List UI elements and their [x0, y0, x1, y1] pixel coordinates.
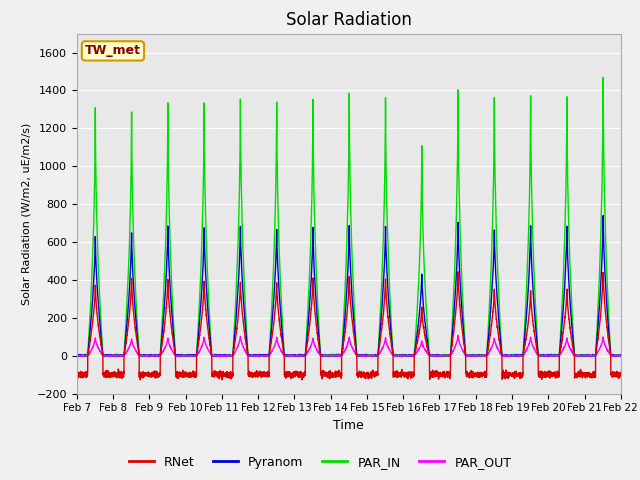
PAR_IN — [73, 352, 81, 358]
PAR_OUT — [73, 352, 81, 358]
PAR_OUT — [329, 353, 337, 359]
Line: PAR_OUT: PAR_OUT — [77, 336, 621, 356]
Pyranom — [171, 343, 179, 349]
RNet — [454, 269, 462, 275]
Text: TW_met: TW_met — [85, 44, 141, 58]
Pyranom — [617, 352, 625, 358]
PAR_IN — [73, 353, 81, 359]
PAR_OUT — [617, 353, 625, 359]
PAR_IN — [171, 340, 179, 346]
PAR_IN — [617, 353, 625, 359]
PAR_IN — [471, 353, 479, 359]
RNet — [329, 374, 337, 380]
Y-axis label: Solar Radiation (W/m2, uE/m2/s): Solar Radiation (W/m2, uE/m2/s) — [21, 122, 31, 305]
PAR_OUT — [73, 353, 81, 359]
Line: RNet: RNet — [77, 272, 621, 380]
PAR_OUT — [441, 353, 449, 359]
RNet — [471, 372, 479, 378]
Pyranom — [440, 353, 448, 359]
PAR_OUT — [502, 353, 509, 359]
PAR_OUT — [616, 353, 624, 359]
RNet — [171, 347, 179, 353]
RNet — [73, 372, 81, 377]
X-axis label: Time: Time — [333, 419, 364, 432]
PAR_OUT — [171, 352, 179, 358]
RNet — [502, 372, 509, 378]
PAR_OUT — [454, 333, 462, 338]
PAR_IN — [329, 352, 337, 358]
Line: PAR_IN: PAR_IN — [77, 77, 621, 356]
RNet — [616, 370, 624, 375]
Pyranom — [502, 353, 509, 359]
RNet — [218, 377, 226, 383]
PAR_IN — [616, 353, 624, 359]
Line: Pyranom: Pyranom — [77, 216, 621, 356]
Title: Solar Radiation: Solar Radiation — [286, 11, 412, 29]
RNet — [617, 373, 625, 379]
Pyranom — [328, 353, 336, 359]
Legend: RNet, Pyranom, PAR_IN, PAR_OUT: RNet, Pyranom, PAR_IN, PAR_OUT — [124, 451, 516, 474]
RNet — [441, 370, 449, 375]
PAR_OUT — [471, 353, 479, 359]
PAR_IN — [599, 74, 607, 80]
Pyranom — [73, 353, 81, 359]
PAR_IN — [502, 353, 509, 359]
PAR_IN — [441, 352, 449, 358]
Pyranom — [471, 353, 479, 359]
Pyranom — [599, 213, 607, 218]
Pyranom — [616, 353, 624, 359]
